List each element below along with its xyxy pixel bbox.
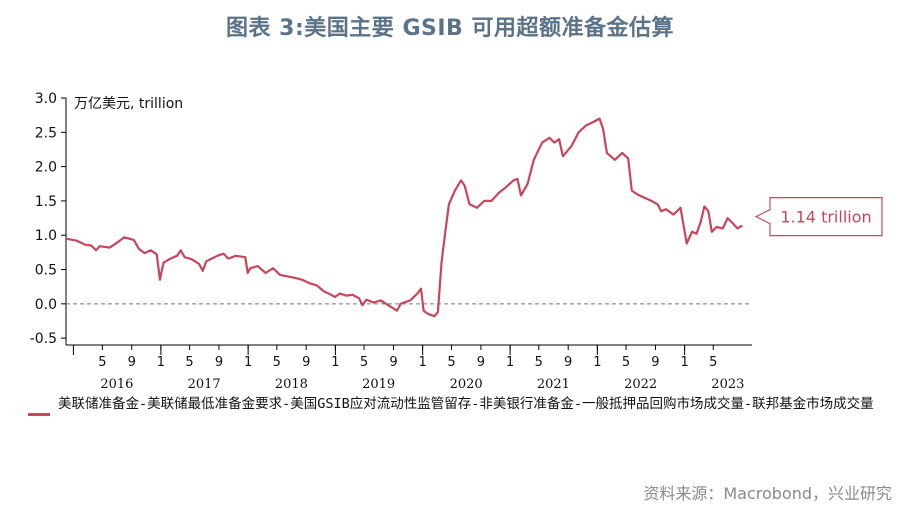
x-tick-label: 5 bbox=[98, 355, 106, 370]
annotation-box bbox=[754, 197, 883, 237]
y-tick-label: 2.0 bbox=[35, 160, 57, 176]
y-tick-label: -0.5 bbox=[30, 331, 57, 347]
x-tick-label: 1 bbox=[244, 355, 252, 370]
year-label: 2023 bbox=[711, 377, 744, 392]
year-label: 2021 bbox=[537, 377, 570, 392]
legend-label: 美联储准备金-美联储最低准备金要求-美国GSIB应对流动性监管留存-非美银行准备… bbox=[58, 396, 874, 412]
x-tick-label: 1 bbox=[506, 355, 514, 370]
year-label: 2022 bbox=[624, 377, 657, 392]
year-label: 2016 bbox=[100, 377, 133, 392]
x-tick-label: 5 bbox=[622, 355, 630, 370]
y-tick-label: 1.0 bbox=[35, 228, 57, 244]
x-tick-label: 5 bbox=[273, 355, 281, 370]
x-tick-label: 5 bbox=[709, 355, 717, 370]
y-unit-label: 万亿美元, trillion bbox=[74, 96, 183, 112]
y-tick-label: 0.0 bbox=[35, 297, 57, 313]
x-tick-label: 1 bbox=[593, 355, 601, 370]
x-tick-label: 1 bbox=[331, 355, 339, 370]
x-tick-label: 5 bbox=[185, 355, 193, 370]
x-tick-label: 5 bbox=[447, 355, 455, 370]
chart-title: 图表 3:美国主要 GSIB 可用超额准备金估算 bbox=[226, 16, 674, 41]
x-tick-label: 5 bbox=[360, 355, 368, 370]
x-tick-label: 9 bbox=[215, 355, 223, 370]
year-label: 2017 bbox=[188, 377, 221, 392]
year-label: 2018 bbox=[275, 377, 308, 392]
y-tick-label: 0.5 bbox=[35, 263, 57, 279]
chart-svg: 3.0 2.5 2.0 1.5 1.0 0.5 0.0 -0.5 万亿美元, trillion 5… bbox=[30, 91, 883, 392]
x-tick-label: 1 bbox=[157, 355, 165, 370]
x-tick-label: 9 bbox=[564, 355, 572, 370]
y-tick-label: 3.0 bbox=[35, 91, 57, 107]
x-tick-label: 1 bbox=[418, 355, 426, 370]
plot-area: 3.0 2.5 2.0 1.5 1.0 0.5 0.0 -0.5 万亿美元, trillion 5… bbox=[30, 91, 883, 392]
legend-swatch bbox=[28, 413, 50, 416]
x-tick-label: 9 bbox=[302, 355, 310, 370]
series-line bbox=[65, 117, 743, 318]
source-note: 资料来源：Macrobond，兴业研究 bbox=[643, 484, 892, 503]
x-tick-label: 9 bbox=[651, 355, 659, 370]
x-tick-label: 9 bbox=[477, 355, 485, 370]
x-tick-label: 5 bbox=[535, 355, 543, 370]
y-tick-label: 2.5 bbox=[35, 125, 57, 141]
year-label: 2020 bbox=[450, 377, 483, 392]
x-tick-label: 1 bbox=[680, 355, 688, 370]
x-tick-label: 9 bbox=[128, 355, 136, 370]
year-label: 2019 bbox=[362, 377, 395, 392]
x-tick-label: 9 bbox=[389, 355, 397, 370]
y-tick-label: 1.5 bbox=[35, 194, 57, 210]
annotation-label: 1.14 trillion bbox=[780, 208, 871, 227]
